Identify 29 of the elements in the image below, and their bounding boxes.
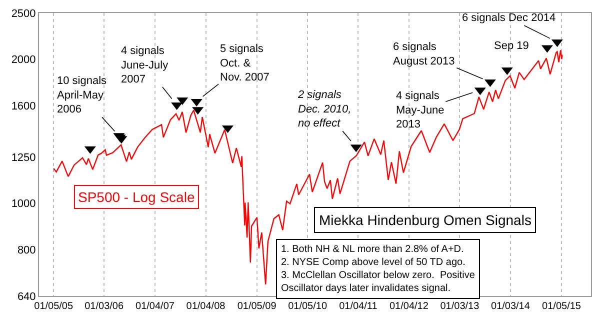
y-tick-label: 800 xyxy=(17,244,36,256)
x-tick-label: 01/05/10 xyxy=(288,301,328,312)
annotation: 10 signals April-May 2006 xyxy=(57,75,108,116)
annotation: Sep 19 xyxy=(494,40,529,52)
x-tick-label: 01/03/14 xyxy=(491,301,530,312)
annotation: 4 signals June-July 2007 xyxy=(121,45,169,86)
y-tick-label: 1600 xyxy=(11,100,36,113)
x-tick-label: 01/03/06 xyxy=(84,301,124,312)
x-tick-label: 01/04/08 xyxy=(186,301,226,312)
annotation: 4 signals May-June 2013 xyxy=(396,90,444,131)
annotation: 1. Both NH & NL more than 2.8% of A+D. 2. NYSE Comp above level of 50 TD ago. 3. McClellan Oscillator below zero. Positive Oscillator days later invalidates signal. xyxy=(281,244,476,294)
y-tick-label: 1000 xyxy=(11,198,36,210)
y-tick-label: 2000 xyxy=(11,54,36,66)
annotation: 6 signals Dec 2014 xyxy=(462,12,556,24)
x-tick-label: 01/05/05 xyxy=(34,301,74,312)
y-tick-label: 2500 xyxy=(11,8,36,20)
annotation: 2 signals Dec. 2010, no effect xyxy=(297,89,352,130)
annotation: 5 signals Oct. & Nov. 2007 xyxy=(220,43,270,84)
x-tick-label: 01/04/07 xyxy=(136,301,175,312)
y-tick-label: 1250 xyxy=(11,152,36,164)
x-tick-label: 01/03/13 xyxy=(440,301,480,312)
x-tick-label: 01/04/11 xyxy=(339,301,378,312)
text: SP500 - Log Scale xyxy=(78,189,195,205)
y-tick-label: 640 xyxy=(17,290,36,303)
annotation: 6 signals August 2013 xyxy=(393,41,455,68)
x-tick-label: 01/05/09 xyxy=(237,301,277,312)
x-tick-label: 01/04/12 xyxy=(389,301,429,312)
text: Miekka Hindenburg Omen Signals xyxy=(319,212,532,228)
x-tick-label: 01/05/15 xyxy=(542,301,582,312)
